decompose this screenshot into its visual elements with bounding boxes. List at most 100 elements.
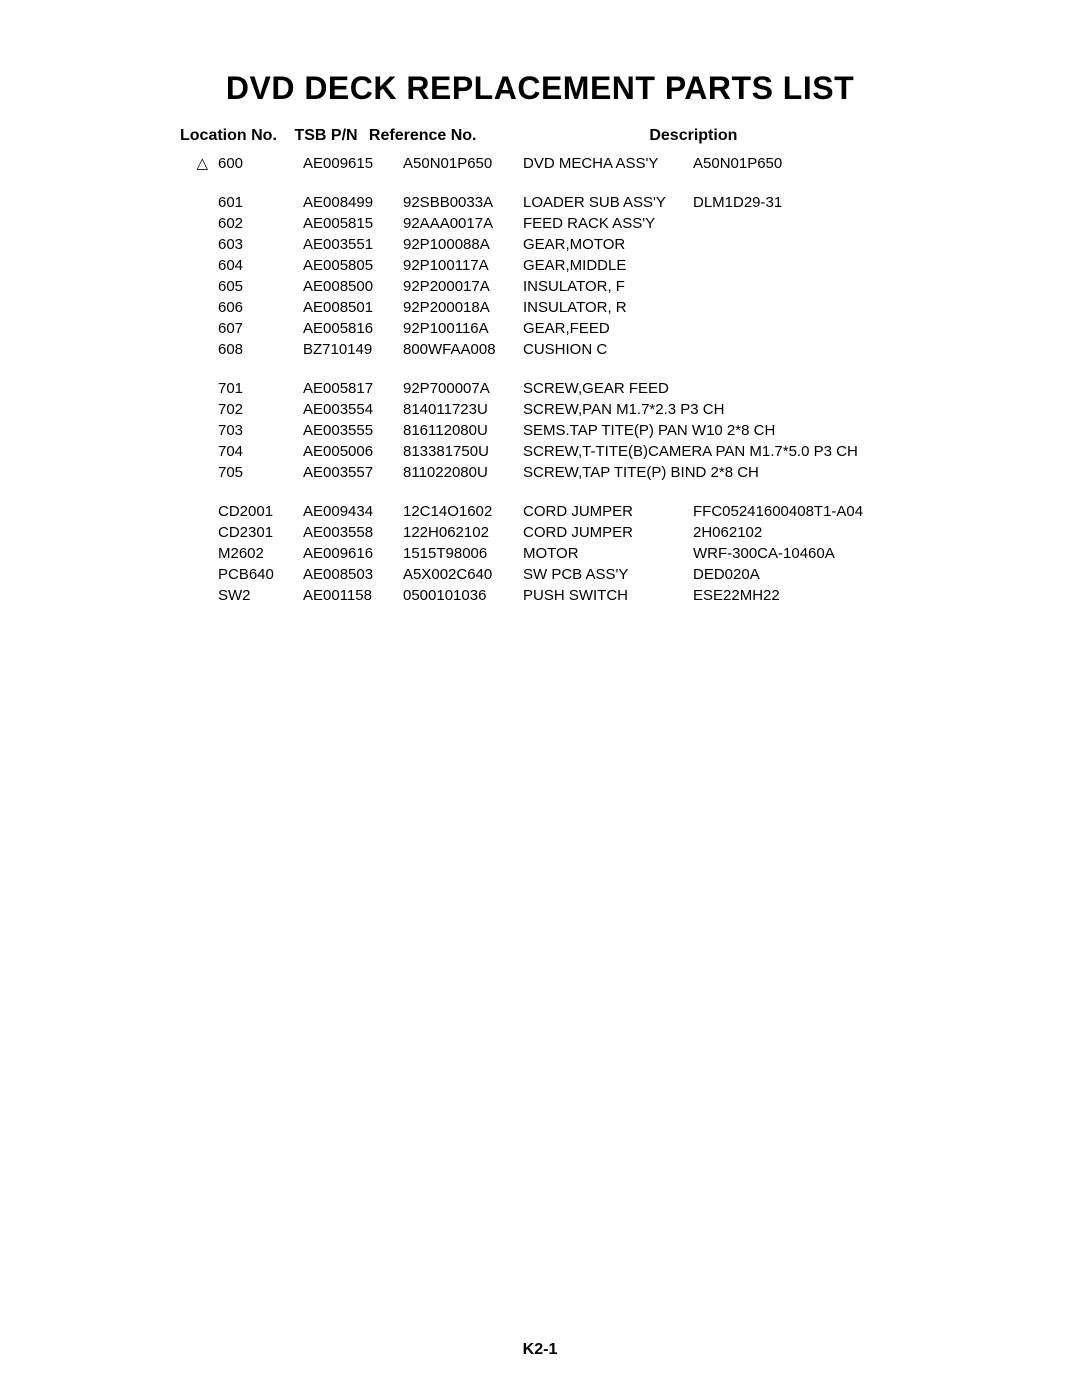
cell-description-2: DED020A: [693, 564, 873, 585]
table-row: 608BZ710149800WFAA008CUSHION C: [190, 339, 873, 360]
cell-description-1: CUSHION C: [523, 339, 693, 360]
cell-tsb: AE005817: [303, 378, 403, 399]
cell-description-2: WRF-300CA-10460A: [693, 543, 873, 564]
table-row: SW2AE0011580500101036PUSH SWITCHESE22MH2…: [190, 585, 873, 606]
cell-description-1: CORD JUMPER: [523, 501, 693, 522]
cell-tsb: BZ710149: [303, 339, 403, 360]
cell-location: 607: [218, 318, 303, 339]
page: DVD DECK REPLACEMENT PARTS LIST Location…: [0, 0, 1080, 1397]
cell-location: 601: [218, 192, 303, 213]
group-gap: [190, 360, 873, 378]
cell-symbol: △: [190, 153, 218, 174]
cell-description: SCREW,T-TITE(B)CAMERA PAN M1.7*5.0 P3 CH: [523, 441, 873, 462]
cell-description: SCREW,TAP TITE(P) BIND 2*8 CH: [523, 462, 873, 483]
cell-description-2: 2H062102: [693, 522, 873, 543]
cell-symbol: [190, 339, 218, 360]
cell-reference: 92P700007A: [403, 378, 523, 399]
cell-location: 703: [218, 420, 303, 441]
cell-description-1: LOADER SUB ASS'Y: [523, 192, 693, 213]
cell-description-2: [693, 276, 873, 297]
cell-symbol: [190, 462, 218, 483]
cell-tsb: AE003558: [303, 522, 403, 543]
cell-description: SCREW,PAN M1.7*2.3 P3 CH: [523, 399, 873, 420]
cell-tsb: AE005805: [303, 255, 403, 276]
cell-symbol: [190, 543, 218, 564]
header-description: Description: [493, 127, 893, 145]
cell-symbol: [190, 276, 218, 297]
cell-reference: 92P100116A: [403, 318, 523, 339]
cell-location: 702: [218, 399, 303, 420]
cell-reference: 92P200017A: [403, 276, 523, 297]
cell-tsb: AE009434: [303, 501, 403, 522]
cell-location: 705: [218, 462, 303, 483]
table-row: M2602AE0096161515T98006MOTORWRF-300CA-10…: [190, 543, 873, 564]
group-gap: [190, 174, 873, 192]
table-row: CD2301AE003558122H062102CORD JUMPER2H062…: [190, 522, 873, 543]
cell-reference: A50N01P650: [403, 153, 523, 174]
cell-location: 701: [218, 378, 303, 399]
cell-tsb: AE003554: [303, 399, 403, 420]
table-row: 601AE00849992SBB0033ALOADER SUB ASS'YDLM…: [190, 192, 873, 213]
cell-symbol: [190, 192, 218, 213]
cell-description-1: INSULATOR, R: [523, 297, 693, 318]
table-row: 701AE00581792P700007ASCREW,GEAR FEED: [190, 378, 873, 399]
table-row: 603AE00355192P100088AGEAR,MOTOR: [190, 234, 873, 255]
cell-reference: 816112080U: [403, 420, 523, 441]
cell-reference: 811022080U: [403, 462, 523, 483]
cell-reference: 800WFAA008: [403, 339, 523, 360]
cell-location: SW2: [218, 585, 303, 606]
cell-description-2: [693, 297, 873, 318]
cell-symbol: [190, 255, 218, 276]
cell-tsb: AE009615: [303, 153, 403, 174]
cell-tsb: AE003551: [303, 234, 403, 255]
cell-location: 600: [218, 153, 303, 174]
cell-symbol: [190, 585, 218, 606]
cell-tsb: AE008503: [303, 564, 403, 585]
cell-location: CD2001: [218, 501, 303, 522]
cell-reference: 1515T98006: [403, 543, 523, 564]
cell-description-2: ESE22MH22: [693, 585, 873, 606]
cell-symbol: [190, 420, 218, 441]
table-row: △600AE009615A50N01P650DVD MECHA ASS'YA50…: [190, 153, 873, 174]
header-tsb: TSB P/N: [294, 127, 364, 145]
cell-reference: A5X002C640: [403, 564, 523, 585]
cell-symbol: [190, 564, 218, 585]
cell-tsb: AE005006: [303, 441, 403, 462]
cell-description: SEMS.TAP TITE(P) PAN W10 2*8 CH: [523, 420, 873, 441]
cell-description-2: [693, 318, 873, 339]
cell-symbol: [190, 378, 218, 399]
cell-description-1: SCREW,GEAR FEED: [523, 378, 693, 399]
cell-location: 604: [218, 255, 303, 276]
cell-reference: 12C14O1602: [403, 501, 523, 522]
table-header-row: Location No. TSB P/N Reference No. Descr…: [180, 127, 1020, 145]
cell-description-1: INSULATOR, F: [523, 276, 693, 297]
cell-reference: 122H062102: [403, 522, 523, 543]
cell-description-2: [693, 234, 873, 255]
cell-description-1: MOTOR: [523, 543, 693, 564]
cell-location: CD2301: [218, 522, 303, 543]
table-row: 602AE00581592AAA0017AFEED RACK ASS'Y: [190, 213, 873, 234]
cell-location: 602: [218, 213, 303, 234]
cell-location: 603: [218, 234, 303, 255]
cell-description-1: GEAR,MIDDLE: [523, 255, 693, 276]
cell-location: 605: [218, 276, 303, 297]
cell-tsb: AE009616: [303, 543, 403, 564]
table-row: 702AE003554814011723USCREW,PAN M1.7*2.3 …: [190, 399, 873, 420]
cell-tsb: AE003555: [303, 420, 403, 441]
cell-tsb: AE005816: [303, 318, 403, 339]
cell-location: M2602: [218, 543, 303, 564]
cell-description-2: [693, 378, 873, 399]
cell-symbol: [190, 501, 218, 522]
cell-description-1: PUSH SWITCH: [523, 585, 693, 606]
cell-location: 606: [218, 297, 303, 318]
cell-symbol: [190, 522, 218, 543]
cell-reference: 0500101036: [403, 585, 523, 606]
cell-tsb: AE008500: [303, 276, 403, 297]
page-title: DVD DECK REPLACEMENT PARTS LIST: [60, 70, 1020, 107]
table-row: 607AE00581692P100116AGEAR,FEED: [190, 318, 873, 339]
cell-description-1: SW PCB ASS'Y: [523, 564, 693, 585]
cell-description-1: GEAR,MOTOR: [523, 234, 693, 255]
cell-reference: 92P100088A: [403, 234, 523, 255]
page-footer: K2-1: [0, 1341, 1080, 1359]
cell-reference: 92P200018A: [403, 297, 523, 318]
